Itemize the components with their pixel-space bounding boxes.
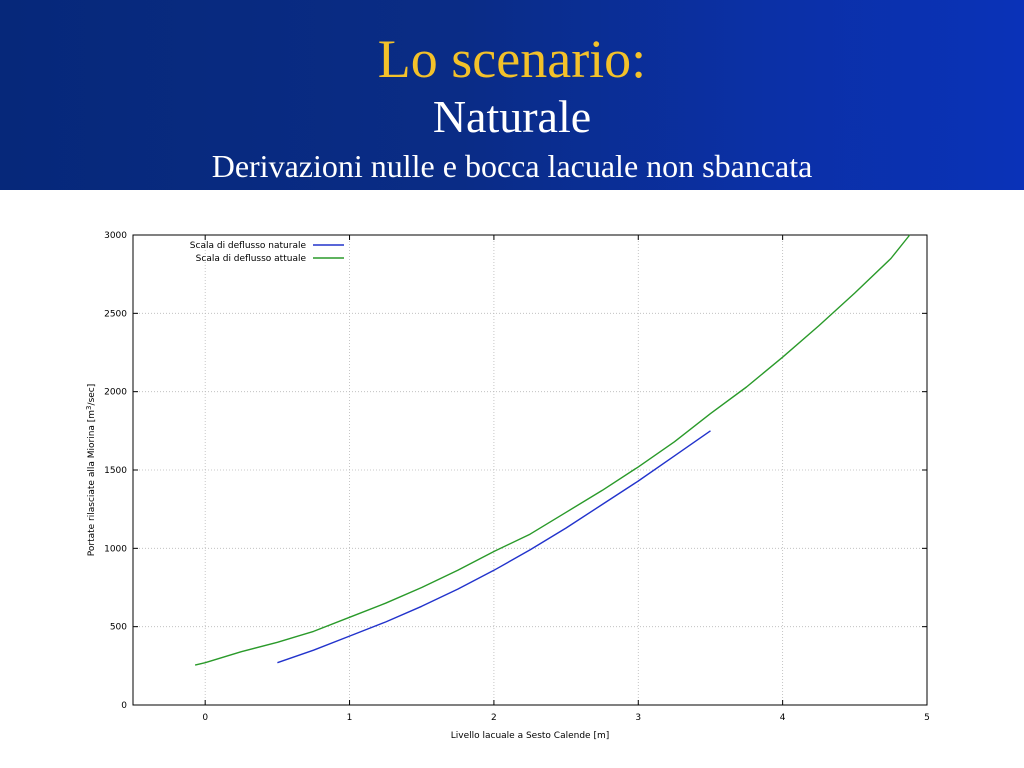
slide-subtitle: Naturale <box>432 91 592 142</box>
y-axis-label: Portate rilasciate alla Miorina [m3/sec] <box>85 384 97 557</box>
legend: Scala di deflusso naturale Scala di deflu… <box>190 241 344 264</box>
x-axis-label: Livello lacuale a Sesto Calende [m] <box>451 731 609 741</box>
slide-subtitle-2: Derivazioni nulle e bocca lacuale non sb… <box>211 148 813 184</box>
y-tick-label: 2500 <box>104 309 127 319</box>
y-axis-label-sup: 3 <box>85 405 93 409</box>
y-tick-label: 500 <box>110 623 127 633</box>
series-line-0 <box>277 430 711 664</box>
x-tick-label: 0 <box>202 713 208 723</box>
y-tick-label: 0 <box>121 701 127 711</box>
discharge-chart: 0 1 2 3 4 5 0 500 1000 1500 2000 2500 3000 Scala di … <box>85 231 930 741</box>
y-tick-label: 1500 <box>104 466 127 476</box>
grid <box>133 235 927 705</box>
slide-header: Lo scenario: Naturale Derivazioni nulle … <box>0 0 1024 190</box>
legend-label-1: Scala di deflusso attuale <box>196 254 307 264</box>
y-axis-label-suffix: /sec] <box>87 384 97 406</box>
y-axis-label-prefix: Portate rilasciate alla Miorina [m <box>87 410 97 556</box>
x-tick-label: 2 <box>491 713 497 723</box>
y-tick-label: 3000 <box>104 231 127 241</box>
ticks: 0 1 2 3 4 5 0 500 1000 1500 2000 2500 3000 <box>104 231 930 723</box>
slide-title: Lo scenario: <box>377 29 647 89</box>
y-tick-label: 2000 <box>104 388 127 398</box>
legend-label-0: Scala di deflusso naturale <box>190 241 307 251</box>
series-line-1 <box>194 234 911 666</box>
x-tick-label: 5 <box>924 713 930 723</box>
series-lines <box>194 234 911 666</box>
x-tick-label: 4 <box>780 713 786 723</box>
y-tick-label: 1000 <box>104 544 127 554</box>
x-tick-label: 1 <box>347 713 353 723</box>
x-tick-label: 3 <box>635 713 641 723</box>
